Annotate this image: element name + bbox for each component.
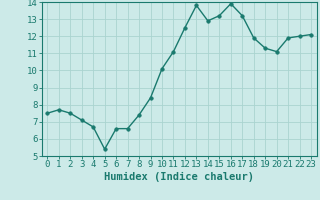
X-axis label: Humidex (Indice chaleur): Humidex (Indice chaleur) (104, 172, 254, 182)
